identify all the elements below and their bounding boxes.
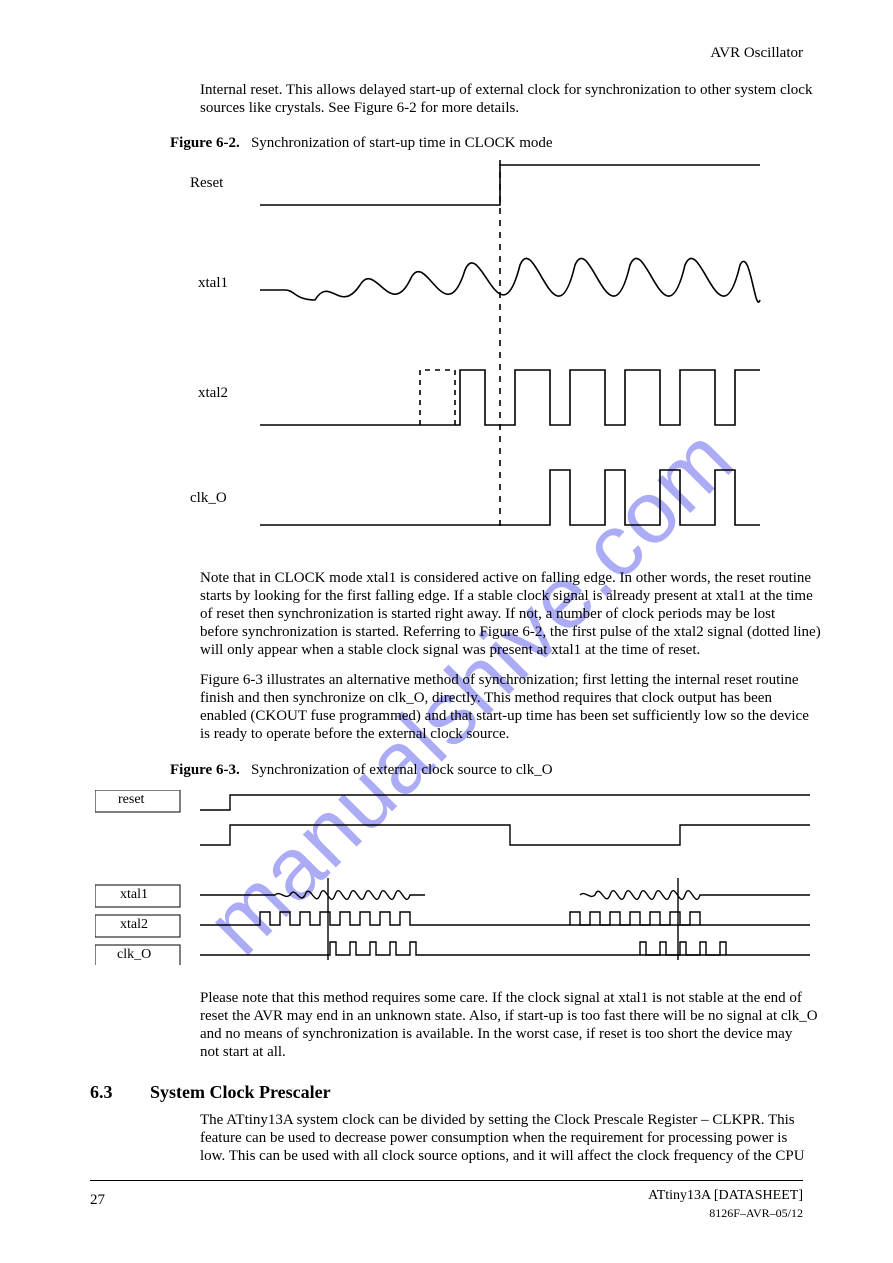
sec-c: low. This can be used with all clock sou… (200, 1148, 805, 1165)
page-root: manualshive.com AVR Oscillator Internal … (0, 0, 893, 1263)
p2-link[interactable]: Figure 6-2 (354, 100, 417, 116)
page-number: 27 (90, 1192, 105, 1209)
fig2-clko-label: clk_O (117, 947, 151, 963)
fig2-reset-label: reset (118, 792, 144, 808)
p3-a: Note that in CLOCK mode xtal1 is conside… (200, 570, 811, 587)
fig2-xtal1-label: xtal1 (120, 887, 148, 903)
p3-b: starts by looking for the first falling … (200, 588, 813, 605)
p3-d: before synchronization is started. Refer… (200, 624, 821, 641)
p4-c: finish and then synchronize on clk_O, di… (200, 690, 772, 707)
p4-link[interactable]: Figure 6-3 (200, 672, 263, 688)
sec-b: feature can be used to decrease power co… (200, 1130, 787, 1147)
p3-d-post: , the first pulse of the xtal2 signal (d… (542, 624, 820, 640)
figure-6-3 (200, 790, 810, 980)
p4-b: illustrates an alternative method of syn… (263, 672, 799, 688)
section-number: 6.3 (90, 1082, 113, 1103)
p5-d: not start at all. (200, 1044, 286, 1061)
p5-b: reset the AVR may end in an unknown stat… (200, 1008, 818, 1025)
fig2-caption: Figure 6-3. Synchronization of external … (170, 762, 553, 779)
p4-d: enabled (CKOUT fuse programmed) and that… (200, 708, 809, 725)
fig1-reset-label: Reset (190, 175, 223, 192)
p3-link[interactable]: Figure 6-2 (480, 624, 543, 640)
fig1-caption-label: Figure 6-2. (170, 135, 251, 151)
fig2-label-boxes (95, 790, 205, 965)
p2-post: for more details. (417, 100, 519, 116)
sec-a: The ATtiny13A system clock can be divide… (200, 1112, 795, 1129)
p2-pre: sources like crystals. See (200, 100, 354, 116)
p5-a: Please note that this method requires so… (200, 990, 802, 1007)
footer-rule (90, 1180, 803, 1181)
p3-c: of reset then synchronization is started… (200, 606, 775, 623)
fig2-xtal2-label: xtal2 (120, 917, 148, 933)
p3-d-pre: before synchronization is started. Refer… (200, 624, 480, 640)
fig2-caption-text: Synchronization of external clock source… (251, 762, 553, 778)
fig1-xtal1-label: xtal1 (198, 275, 228, 292)
fig1-clko-label: clk_O (190, 490, 227, 507)
fig1-caption: Figure 6-2. Synchronization of start-up … (170, 135, 553, 152)
p4-a: Figure 6-3 illustrates an alternative me… (200, 672, 799, 689)
fig1-xtal2-label: xtal2 (198, 385, 228, 402)
header-right: AVR Oscillator (710, 45, 803, 62)
p5-c: and no means of synchronization is avail… (200, 1026, 792, 1043)
fig2-caption-label: Figure 6-3. (170, 762, 251, 778)
footer-ref: 8126F–AVR–05/12 (709, 1206, 803, 1221)
p3-e: will only appear when a stable clock sig… (200, 642, 700, 659)
p4-e: is ready to operate before the external … (200, 726, 509, 743)
footer-title: ATtiny13A [DATASHEET] (648, 1188, 803, 1204)
p2-line: sources like crystals. See Figure 6-2 fo… (200, 100, 519, 117)
fig1-caption-text: Synchronization of start-up time in CLOC… (251, 135, 553, 151)
p1-line1: Internal reset. This allows delayed star… (200, 82, 812, 99)
section-title: System Clock Prescaler (150, 1082, 331, 1103)
figure-6-2 (260, 155, 780, 555)
